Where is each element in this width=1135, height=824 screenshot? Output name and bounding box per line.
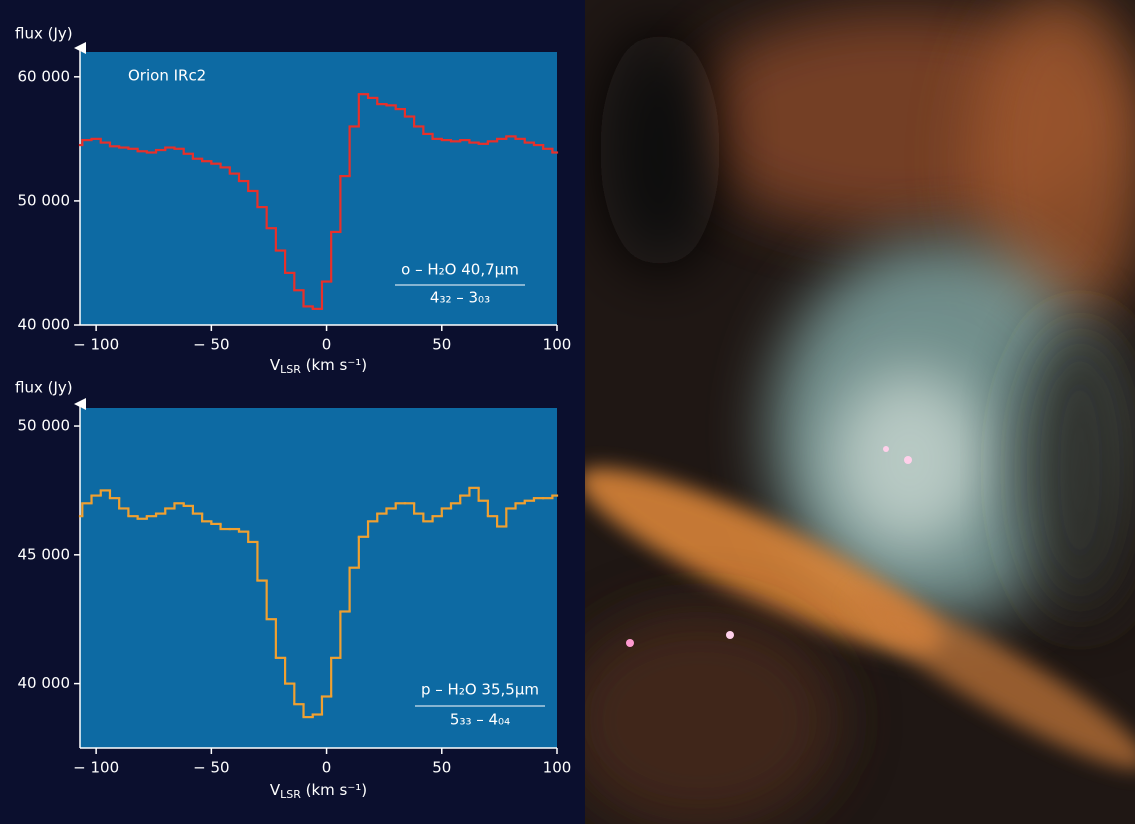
nebula-image	[560, 0, 1135, 824]
annotation-line: o – H₂O 40,7µm	[401, 261, 519, 279]
x-tick-label: 0	[322, 759, 332, 777]
y-axis-label: flux (Jy)	[15, 25, 73, 43]
y-tick-label: 40 000	[18, 674, 71, 692]
y-axis-label: flux (Jy)	[15, 379, 73, 397]
chart-title: Orion IRc2	[128, 67, 206, 85]
x-tick-label: 100	[543, 759, 572, 777]
x-tick-label: − 50	[193, 336, 229, 354]
y-tick-label: 40 000	[18, 316, 71, 334]
x-tick-label: 100	[543, 336, 572, 354]
page: flux (Jy) 40 000 50 000 60 000 − 100 − 50 0 50 1…	[0, 0, 1135, 824]
x-tick-label: 50	[432, 336, 451, 354]
annotation-line: p – H₂O 35,5µm	[421, 681, 539, 699]
x-tick-label: 50	[432, 759, 451, 777]
annotation-transition: 4₃₂ – 3₀₃	[430, 289, 490, 307]
y-tick-label: 45 000	[18, 545, 71, 563]
plot-area	[80, 52, 557, 325]
x-axis-label-sub: LSR	[280, 788, 301, 801]
x-tick-label: − 50	[193, 759, 229, 777]
x-axis-label-rest: (km s⁻¹)	[301, 356, 367, 374]
x-axis-label-sub: LSR	[280, 363, 301, 376]
annotation-transition: 5₃₃ – 4₀₄	[450, 711, 510, 729]
x-tick-label: − 100	[73, 759, 119, 777]
y-tick-label: 50 000	[18, 417, 71, 435]
y-tick-label: 50 000	[18, 191, 71, 209]
x-tick-label: − 100	[73, 336, 119, 354]
y-tick-label: 60 000	[18, 67, 71, 85]
x-tick-label: 0	[322, 336, 332, 354]
x-axis-label-rest: (km s⁻¹)	[301, 781, 367, 799]
